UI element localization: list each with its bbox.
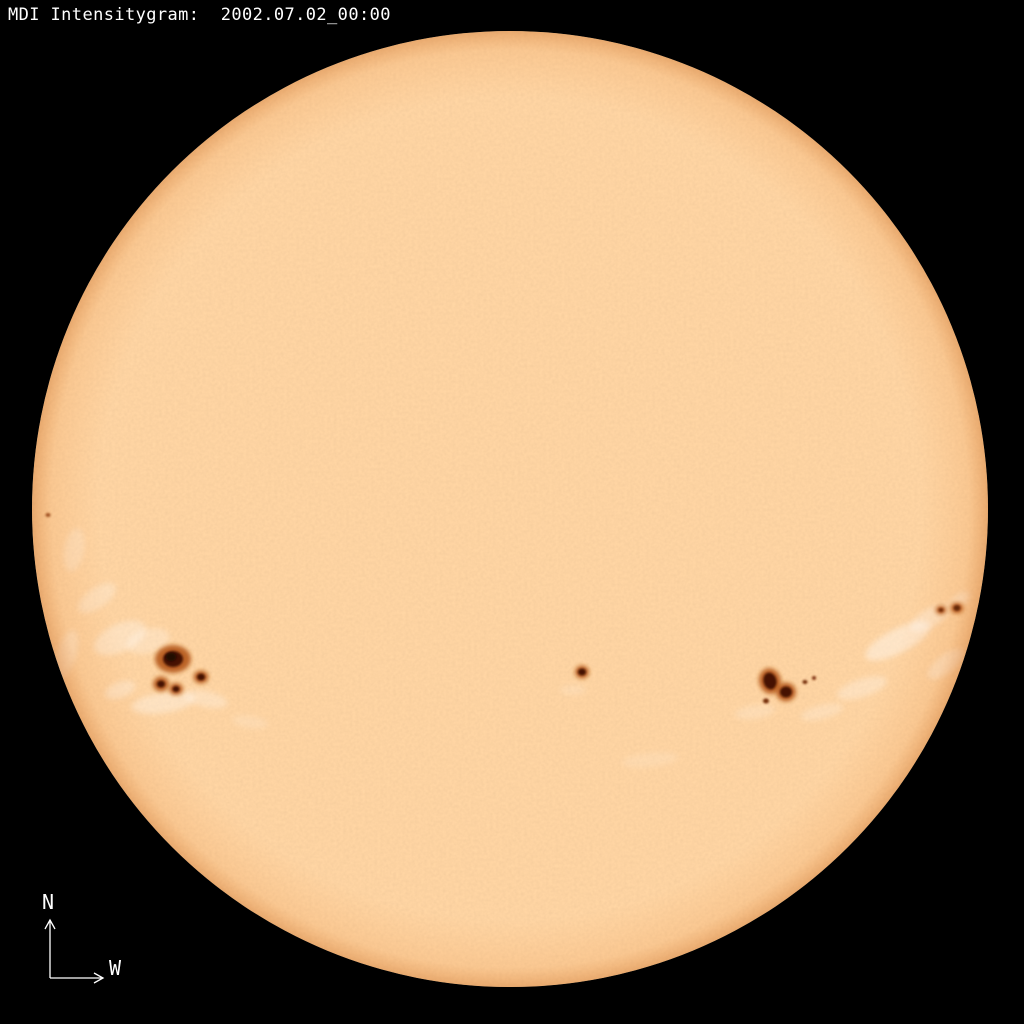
compass-west-arrowhead: [93, 972, 105, 984]
compass-arrows: [44, 918, 105, 984]
compass-north-label: N: [42, 890, 55, 914]
compass-north-arrowhead: [44, 918, 56, 930]
limb-darkening-overlay: [32, 31, 988, 987]
orientation-compass: N W: [35, 890, 155, 990]
image-title: MDI Intensitygram: 2002.07.02_00:00: [8, 5, 391, 25]
compass-west-label: W: [109, 956, 122, 980]
